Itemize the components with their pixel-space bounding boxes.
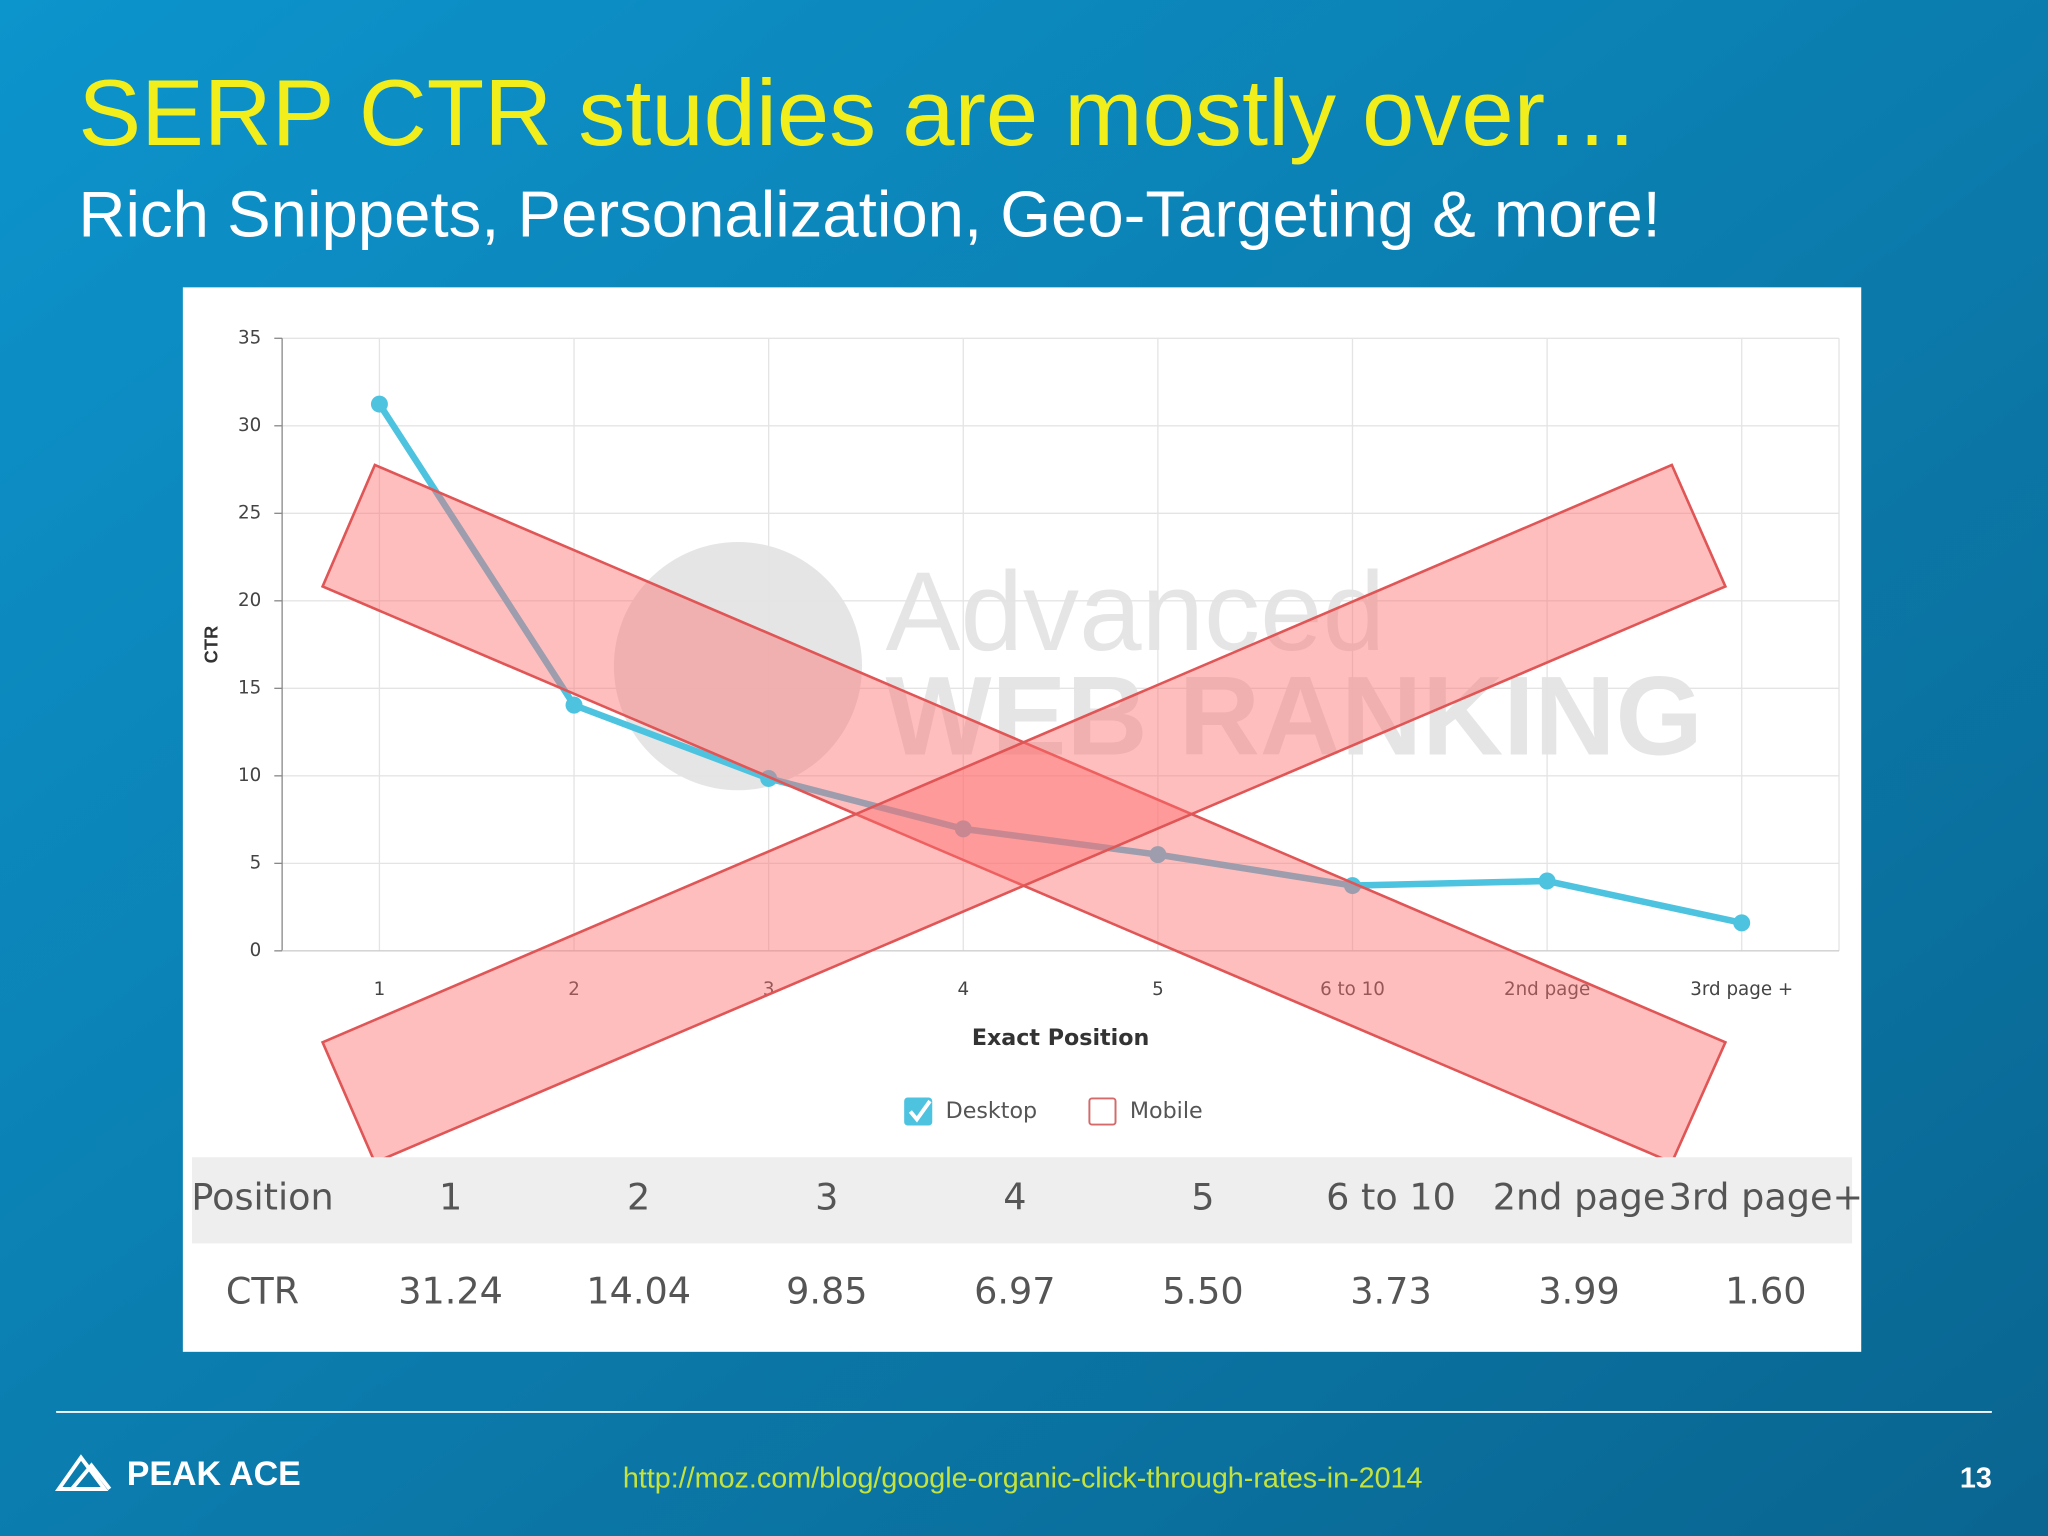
table-cell: CTR (226, 1270, 299, 1313)
y-tick-label: 20 (238, 590, 261, 611)
x-tick-label: 2nd page (1504, 979, 1590, 1000)
table-cell: 9.85 (786, 1270, 867, 1313)
x-tick-label: 3rd page + (1690, 979, 1793, 1000)
data-point (370, 395, 388, 413)
legend-check (908, 1099, 932, 1123)
source-url: http://moz.com/blog/google-organic-click… (623, 1462, 1423, 1494)
data-point (1149, 846, 1167, 864)
legend-label: Mobile (1130, 1098, 1203, 1124)
legend-checkbox (904, 1097, 933, 1126)
table-header-bg (192, 1157, 1853, 1244)
legend-checkbox (1088, 1097, 1117, 1126)
y-tick-label: 35 (238, 327, 261, 348)
table-header-cell: 3 (815, 1176, 838, 1219)
x-tick-label: 6 to 10 (1320, 979, 1385, 1000)
watermark-text: Advanced (886, 548, 1386, 674)
x-tick-label: 1 (374, 979, 386, 1000)
legend-label: Desktop (946, 1098, 1038, 1124)
page-number: 13 (1960, 1462, 1992, 1494)
x-tick-label: 2 (568, 979, 580, 1000)
y-tick-label: 0 (250, 940, 262, 961)
watermark: Advanced WEB RANKING (613, 542, 1703, 791)
y-axis-label: CTR (201, 626, 222, 664)
slide-title: SERP CTR studies are mostly over… (78, 60, 1639, 165)
legend: Desktop Mobile (904, 1097, 1203, 1126)
x-axis-label: Exact Position (972, 1025, 1150, 1051)
table-header-cell: 3rd page+ (1669, 1176, 1863, 1219)
slide-subtitle: Rich Snippets, Personalization, Geo-Targ… (78, 178, 1660, 251)
y-tick-label: 25 (238, 502, 261, 523)
table-cell: 5.50 (1162, 1270, 1243, 1313)
y-tick-label: 10 (238, 765, 261, 786)
logo-icon (54, 1454, 112, 1491)
watermark-text: WEB RANKING (886, 653, 1703, 779)
series-line (376, 402, 1743, 927)
table-header-cell: 2 (627, 1176, 650, 1219)
table-header-cell: 2nd page (1493, 1176, 1666, 1219)
table-cell: 1.60 (1725, 1270, 1806, 1313)
data-point (1538, 872, 1556, 890)
watermark-globe (613, 542, 863, 791)
table-header-cell: 4 (1003, 1176, 1026, 1219)
y-tick-label: 5 (250, 852, 262, 873)
table-cell: 3.99 (1538, 1270, 1619, 1313)
logo-text: PEAK ACE (127, 1455, 301, 1493)
x-tick-label: 3 (763, 979, 775, 1000)
data-point (954, 820, 972, 838)
table-header-cell: Position (191, 1176, 333, 1219)
y-tick-label: 15 (238, 677, 261, 698)
table-cell: 31.24 (398, 1270, 503, 1313)
data-point (1733, 914, 1751, 932)
table: Position 1 2 3 4 5 6 to 10 2nd page 3rd page+ CTR… (191, 1176, 1863, 1313)
plot: 0 5 10 15 20 25 30 35 1 2 3 4 5 6 to 10 2nd page 3rd pa… (201, 327, 1840, 1051)
table-header-cell: 1 (439, 1176, 462, 1219)
data-point (565, 696, 583, 714)
table-cell: 6.97 (974, 1270, 1055, 1313)
table-cell: 14.04 (586, 1270, 691, 1313)
y-tick-label: 30 (238, 415, 261, 436)
x-tick-label: 5 (1152, 979, 1164, 1000)
table-header-cell: 5 (1191, 1176, 1214, 1219)
table-cell: 3.73 (1350, 1270, 1431, 1313)
x-tick-label: 4 (957, 979, 969, 1000)
table-header-cell: 6 to 10 (1326, 1176, 1456, 1219)
